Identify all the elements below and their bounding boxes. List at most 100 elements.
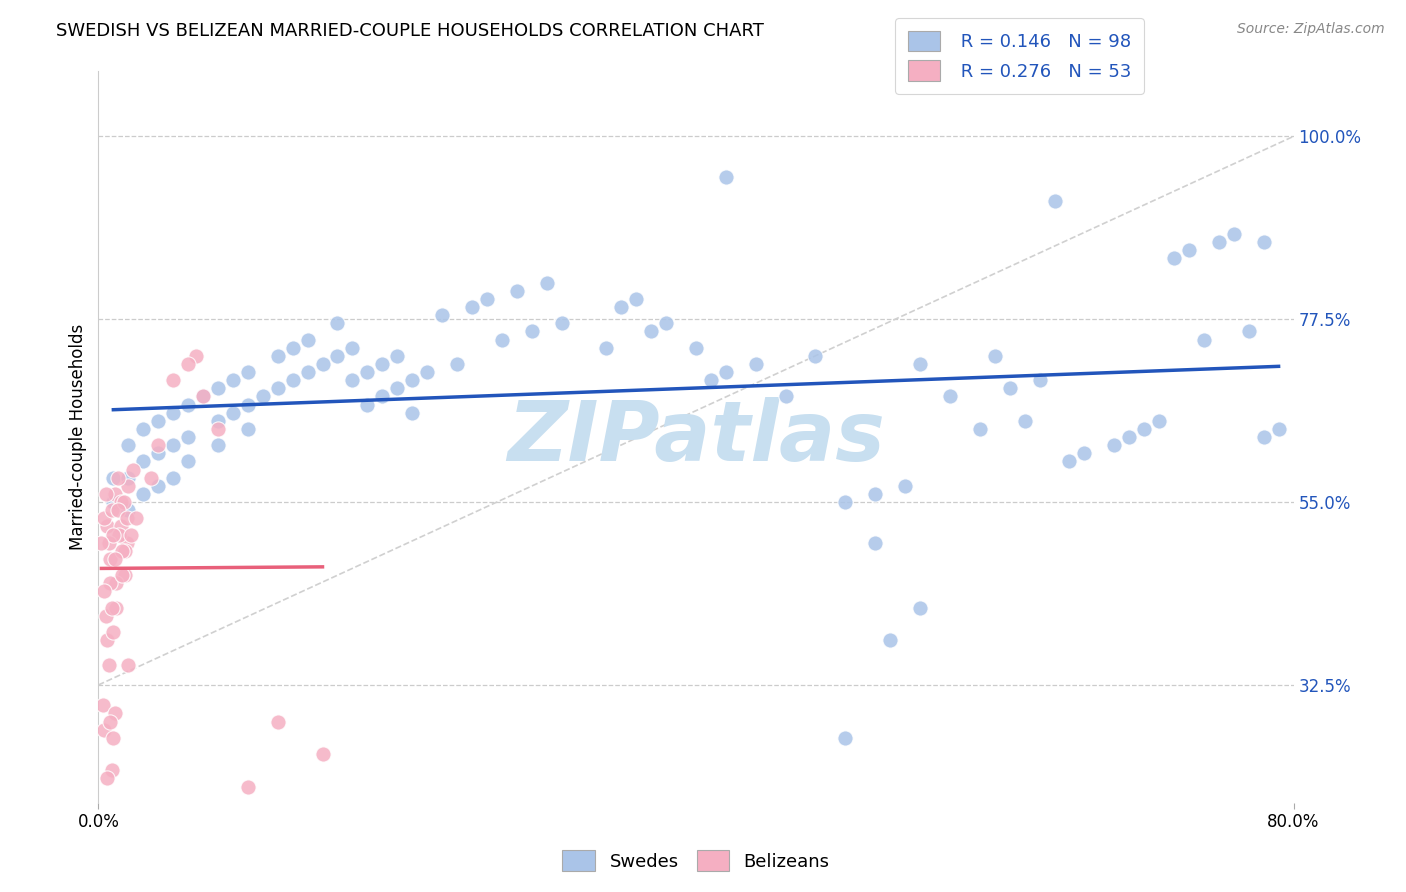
Point: [117, 471, 139, 485]
Point: [117, 503, 139, 517]
Point: [356, 398, 378, 412]
Point: [714, 365, 737, 379]
Point: [236, 398, 259, 412]
Point: [281, 373, 304, 387]
Point: [103, 471, 125, 485]
Point: [139, 471, 162, 485]
Point: [1253, 235, 1275, 249]
Text: Source: ZipAtlas.com: Source: ZipAtlas.com: [1237, 22, 1385, 37]
Point: [1147, 414, 1170, 428]
Point: [162, 471, 184, 485]
Point: [401, 406, 423, 420]
Point: [461, 300, 484, 314]
Point: [401, 373, 423, 387]
Point: [281, 341, 304, 355]
Point: [162, 406, 184, 420]
Point: [834, 495, 856, 509]
Point: [385, 349, 409, 363]
Point: [252, 389, 274, 403]
Point: [1028, 373, 1050, 387]
Point: [371, 357, 394, 371]
Point: [475, 292, 498, 306]
Point: [108, 527, 131, 541]
Point: [371, 389, 394, 403]
Point: [1223, 227, 1246, 241]
Point: [1104, 438, 1126, 452]
Point: [177, 454, 200, 468]
Point: [110, 519, 132, 533]
Point: [104, 487, 127, 501]
Point: [1118, 430, 1140, 444]
Point: [114, 544, 136, 558]
Point: [121, 462, 143, 476]
Point: [125, 511, 148, 525]
Point: [107, 471, 129, 485]
Point: [311, 357, 333, 371]
Point: [998, 381, 1021, 395]
Point: [894, 479, 917, 493]
Point: [132, 454, 155, 468]
Point: [96, 772, 118, 786]
Point: [91, 698, 114, 713]
Point: [111, 544, 134, 558]
Point: [117, 438, 139, 452]
Point: [865, 535, 887, 549]
Point: [120, 527, 142, 541]
Point: [969, 422, 991, 436]
Point: [104, 706, 127, 721]
Point: [207, 422, 229, 436]
Text: SWEDISH VS BELIZEAN MARRIED-COUPLE HOUSEHOLDS CORRELATION CHART: SWEDISH VS BELIZEAN MARRIED-COUPLE HOUSE…: [56, 22, 763, 40]
Point: [655, 316, 678, 330]
Point: [520, 325, 543, 339]
Point: [132, 487, 155, 501]
Point: [207, 414, 229, 428]
Point: [879, 633, 901, 648]
Point: [745, 357, 768, 371]
Point: [101, 600, 124, 615]
Point: [98, 552, 122, 566]
Point: [834, 731, 856, 745]
Point: [101, 503, 124, 517]
Point: [103, 731, 125, 745]
Point: [1133, 422, 1156, 436]
Point: [536, 276, 558, 290]
Point: [177, 357, 200, 371]
Point: [714, 169, 737, 184]
Point: [191, 389, 214, 403]
Point: [1178, 243, 1201, 257]
Point: [222, 373, 245, 387]
Point: [93, 723, 115, 737]
Point: [446, 357, 468, 371]
Point: [356, 365, 378, 379]
Point: [177, 430, 200, 444]
Point: [101, 764, 124, 778]
Point: [491, 333, 513, 347]
Legend: Swedes, Belizeans: Swedes, Belizeans: [554, 841, 838, 880]
Point: [610, 300, 633, 314]
Point: [98, 714, 122, 729]
Point: [148, 438, 170, 452]
Point: [93, 584, 115, 599]
Point: [94, 487, 117, 501]
Point: [236, 780, 259, 794]
Point: [222, 406, 245, 420]
Point: [1208, 235, 1230, 249]
Point: [207, 381, 229, 395]
Point: [97, 535, 120, 549]
Point: [115, 511, 138, 525]
Point: [939, 389, 962, 403]
Point: [117, 657, 139, 672]
Point: [430, 308, 453, 322]
Point: [112, 495, 135, 509]
Point: [191, 389, 214, 403]
Point: [207, 438, 229, 452]
Point: [1163, 252, 1185, 266]
Point: [640, 325, 662, 339]
Point: [311, 747, 333, 761]
Point: [342, 341, 364, 355]
Point: [97, 657, 120, 672]
Point: [90, 535, 112, 549]
Point: [132, 422, 155, 436]
Point: [1253, 430, 1275, 444]
Point: [148, 414, 170, 428]
